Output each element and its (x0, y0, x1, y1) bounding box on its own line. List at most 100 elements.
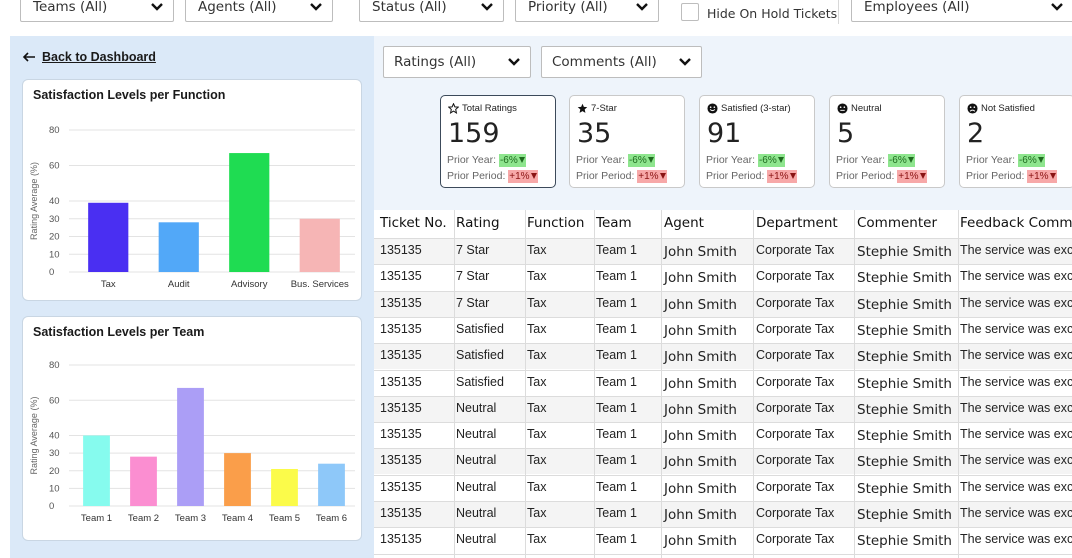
table-row[interactable]: 135135 Neutral Tax Team 1 John Smith Corporat… (374, 395, 1072, 422)
bar[interactable] (177, 387, 204, 506)
table-cell: Tax (527, 506, 547, 520)
chevron-down-icon (636, 3, 648, 11)
x-tick-label: Audit (168, 279, 190, 290)
table-row[interactable]: 135135 Neutral Tax Team 1 John Smith Corporat… (374, 527, 1072, 553)
column-header[interactable]: Feedback Comm (960, 215, 1072, 231)
y-tick-label: 0 (49, 267, 54, 278)
table-cell: John Smith (664, 296, 737, 313)
bar[interactable] (318, 463, 345, 506)
bar[interactable] (271, 468, 298, 506)
bar[interactable] (224, 453, 251, 506)
back-to-dashboard-link[interactable]: Back to Dashboard (42, 50, 156, 64)
table-row[interactable]: 135135 7 Star Tax Team 1 John Smith Corporate… (374, 238, 1072, 264)
bar[interactable] (130, 456, 157, 506)
table-cell: John Smith (664, 401, 737, 418)
table-cell: Team 1 (596, 400, 637, 415)
row-divider (374, 527, 1072, 529)
triangle-down-icon (777, 157, 784, 163)
kpi-satisfied[interactable]: Satisfied (3-star) 91 Prior Year: -6% Pr… (699, 95, 815, 188)
table-row[interactable]: 135135 Neutral Tax Team 1 John Smith Corporat… (374, 475, 1072, 501)
table-row[interactable]: 135135 Satisfied Tax Team 1 John Smith Corpor… (374, 317, 1072, 343)
table-cell: Stephie Smith (857, 375, 952, 392)
table-row[interactable]: 135135 7 Star Tax Team 1 John Smith Corporate… (374, 264, 1072, 290)
arrow-left-icon[interactable] (22, 52, 36, 62)
teams-dropdown-label: Teams (All) (33, 0, 108, 15)
x-tick-label: Advisory (231, 279, 268, 290)
row-divider (374, 501, 1072, 502)
x-tick-label: Team 2 (128, 513, 159, 524)
table-cell: Tax (527, 321, 547, 336)
table-cell: 135135 (380, 269, 422, 284)
table-cell: Corporate Tax (756, 321, 835, 336)
x-tick-label: Team 4 (222, 513, 253, 524)
employees-dropdown[interactable]: Employees (All) (851, 0, 1072, 22)
table-cell: 135135 (380, 295, 422, 310)
table-cell: Team 1 (596, 427, 637, 442)
ratings-panel: Ratings (All) Comments (All) Total Ratin… (374, 36, 1072, 558)
y-tick-label: 40 (49, 196, 60, 207)
table-cell: Tax (527, 269, 547, 284)
comments-dropdown-label: Comments (All) (552, 54, 657, 70)
column-header[interactable]: Commenter (857, 215, 937, 231)
column-header[interactable]: Function (527, 215, 585, 231)
bar[interactable] (83, 435, 110, 507)
column-header[interactable]: Ticket No. (380, 215, 447, 231)
column-header[interactable]: Team (596, 215, 632, 231)
table-row[interactable]: 135135 Satisfied Tax Team 1 John Smith Corpor… (374, 370, 1072, 396)
table-cell: Stephie Smith (857, 480, 952, 497)
kpi-not-satisfied[interactable]: Not Satisfied 2 Prior Year: -6% Prior Pe… (959, 95, 1072, 188)
kpi-total-ratings[interactable]: Total Ratings 159 Prior Year: -6% Prior … (440, 95, 556, 188)
table-cell: John Smith (664, 322, 737, 339)
bar[interactable] (229, 153, 270, 272)
priority-dropdown[interactable]: Priority (All) (515, 0, 659, 22)
table-cell: John Smith (664, 454, 737, 471)
status-dropdown[interactable]: Status (All) (359, 0, 504, 22)
table-cell: Team 1 (596, 453, 637, 468)
table-cell: The service was exc (960, 506, 1072, 520)
y-tick-label: 10 (49, 249, 60, 260)
column-header[interactable]: Department (756, 215, 838, 231)
table-row[interactable]: 135135 Neutral Tax Team 1 John Smith Corporat… (374, 501, 1072, 527)
bar[interactable] (299, 218, 340, 272)
table-cell: 135135 (380, 453, 422, 468)
table-cell: Team 1 (596, 532, 637, 547)
agents-dropdown[interactable]: Agents (All) (185, 0, 333, 22)
smile-icon (707, 103, 718, 114)
table-cell: Stephie Smith (857, 428, 952, 445)
bar[interactable] (88, 202, 129, 272)
triangle-down-icon (518, 157, 525, 163)
kpi-value: 159 (448, 118, 500, 149)
column-header[interactable]: Agent (664, 215, 704, 231)
comments-dropdown[interactable]: Comments (All) (541, 46, 702, 78)
table-cell: The service was exc (960, 269, 1072, 284)
table-row[interactable]: 135135 7 Star Tax Team 1 John Smith Corporate… (374, 290, 1072, 317)
y-tick-label: 30 (49, 214, 60, 225)
table-cell: Stephie Smith (857, 322, 952, 339)
table-row[interactable]: 135135 Neutral Tax Team 1 John Smith Corporat… (374, 448, 1072, 475)
table-cell: Corporate Tax (756, 243, 835, 257)
kpi-neutral[interactable]: Neutral 5 Prior Year: -6% Prior Period: … (829, 95, 945, 188)
kpi-7-star[interactable]: 7-Star 35 Prior Year: -6% Prior Period: … (569, 95, 685, 188)
table-cell: 135135 (380, 427, 422, 442)
table-cell: Satisfied (456, 374, 504, 389)
ratings-dropdown[interactable]: Ratings (All) (383, 46, 531, 78)
x-tick-label: Team 5 (269, 513, 300, 524)
triangle-down-icon (907, 157, 914, 163)
table-cell: John Smith (664, 375, 737, 392)
table-cell: Tax (527, 295, 547, 310)
table-cell: Stephie Smith (857, 507, 952, 523)
column-header[interactable]: Rating (456, 215, 500, 231)
filter-bar: Teams (All) Agents (All) Status (All) Pr… (0, 0, 1072, 30)
bar[interactable] (158, 222, 199, 272)
hide-on-hold-checkbox[interactable] (681, 3, 699, 21)
teams-dropdown[interactable]: Teams (All) (20, 0, 174, 22)
kpi-label: 7-Star (591, 103, 617, 114)
divider (838, 0, 839, 24)
table-cell: Stephie Smith (857, 401, 952, 418)
table-cell: Neutral (456, 427, 497, 442)
table-row[interactable]: 135135 Neutral Tax Team 1 John Smith Corporat… (374, 422, 1072, 448)
table-cell: Team 1 (596, 269, 637, 284)
function-chart-card: Satisfaction Levels per Function 0 10 20 30… (22, 79, 362, 301)
table-row[interactable]: 135135 Satisfied Tax Team 1 John Smith Corpor… (374, 343, 1072, 370)
row-divider (374, 316, 1072, 318)
